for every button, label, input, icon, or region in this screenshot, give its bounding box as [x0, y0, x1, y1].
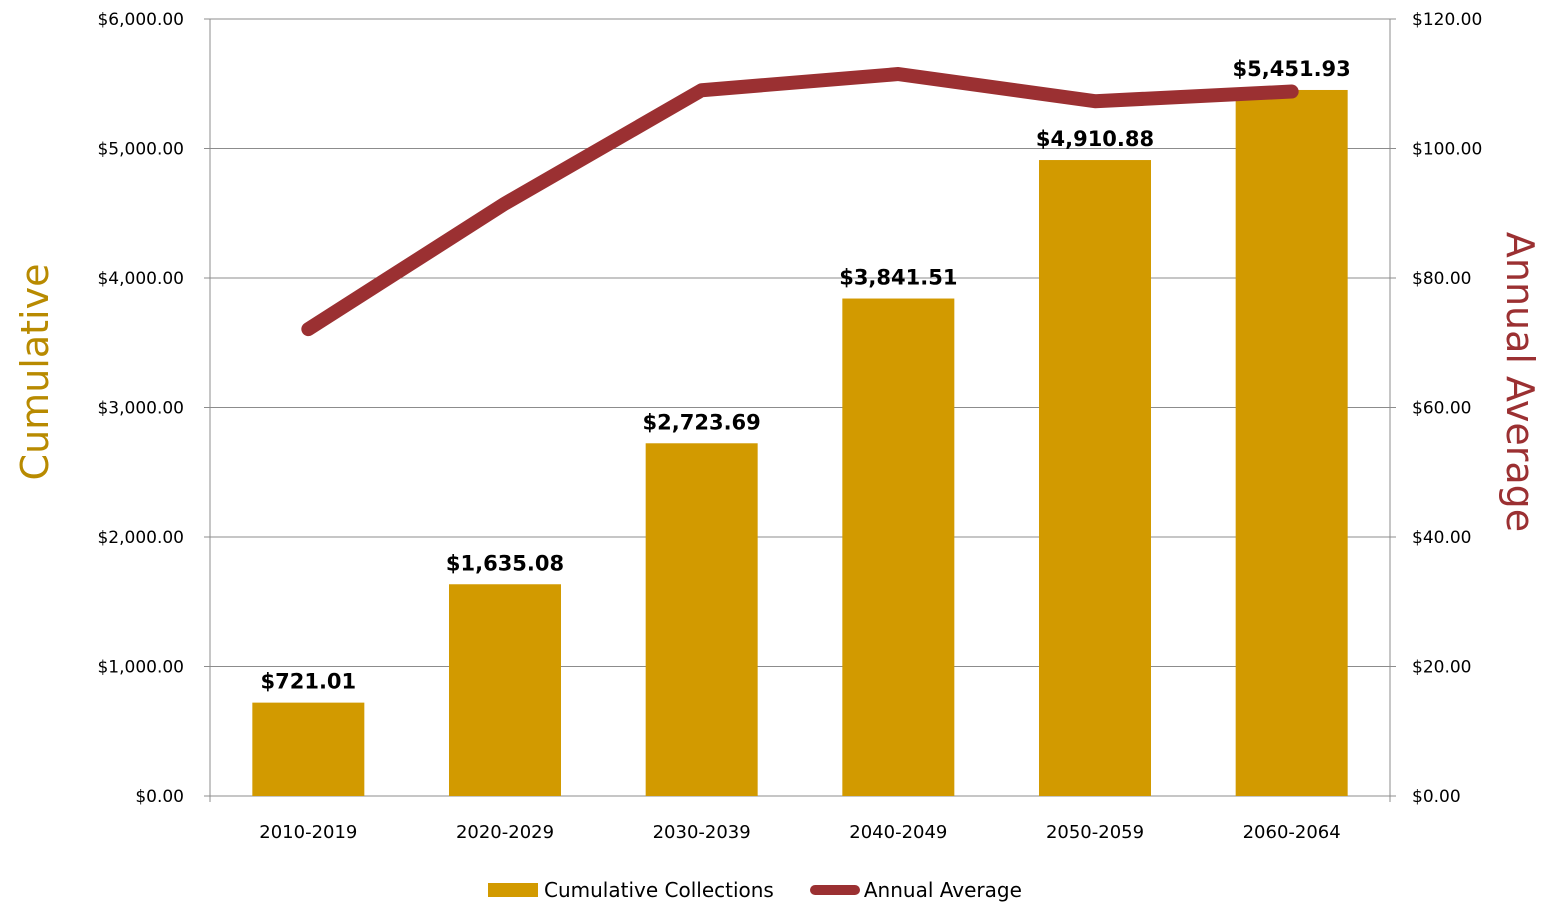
- right-tick-label: $80.00: [1412, 269, 1471, 289]
- bar-value-label: $5,451.93: [1233, 57, 1351, 81]
- left-tick-label: $1,000.00: [97, 658, 184, 678]
- legend-item-cumulative: Cumulative Collections: [488, 878, 774, 902]
- x-tick-label: 2020-2029: [456, 822, 554, 843]
- bar: [645, 443, 758, 796]
- bar: [449, 584, 561, 796]
- bar-value-label: $721.01: [261, 670, 357, 694]
- line-point: [700, 89, 703, 92]
- x-tick-label: 2030-2039: [653, 822, 751, 843]
- left-tick-label: $0.00: [135, 787, 184, 807]
- legend-swatch-line: [809, 885, 860, 895]
- bar-value-label: $1,635.08: [446, 551, 564, 575]
- left-tick-label: $2,000.00: [97, 528, 184, 548]
- left-tick-label: $4,000.00: [97, 269, 184, 289]
- left-tick-label: $5,000.00: [97, 140, 184, 160]
- right-tick-label: $100.00: [1412, 140, 1482, 160]
- right-axis-ticks: $0.00 $20.00 $40.00 $60.00 $80.00 $100.00 $120…: [1412, 10, 1482, 807]
- annual-average-line: [301, 67, 1299, 337]
- x-tick-label: 2060-2064: [1243, 822, 1341, 843]
- line-point: [504, 202, 506, 205]
- right-tick-label: $20.00: [1412, 658, 1471, 678]
- line-point: [1290, 90, 1293, 93]
- right-tick-label: $40.00: [1412, 528, 1471, 548]
- legend-label-cumulative: Cumulative Collections: [544, 878, 774, 902]
- line-point: [897, 73, 900, 76]
- bar: [1235, 89, 1348, 796]
- bar: [1039, 160, 1151, 797]
- right-axis-title: Annual Average: [1498, 232, 1542, 532]
- right-tick-label: $120.00: [1412, 10, 1482, 30]
- bar: [842, 298, 955, 796]
- legend-item-annual-average: Annual Average: [809, 878, 1022, 902]
- left-tick-label: $3,000.00: [97, 399, 184, 419]
- x-tick-label: 2040-2049: [849, 822, 947, 843]
- x-tick-label: 2010-2019: [259, 822, 357, 843]
- line-series: [301, 67, 1299, 337]
- right-tick-label: $60.00: [1412, 399, 1471, 419]
- bar: [252, 702, 365, 796]
- legend: Cumulative Collections Annual Average: [488, 878, 1058, 902]
- left-axis-ticks: $0.00 $1,000.00 $2,000.00 $3,000.00 $4,000.0…: [97, 10, 184, 807]
- line-point: [307, 328, 310, 331]
- bar-value-label: $4,910.88: [1036, 127, 1154, 151]
- line-point: [1094, 100, 1096, 103]
- gridlines: [204, 18, 1396, 802]
- bar-value-label: $2,723.69: [643, 410, 761, 434]
- bar-series: [252, 89, 1348, 797]
- x-axis-ticks: 2010-2019 2020-2029 2030-2039 2040-2049 2050…: [259, 822, 1340, 843]
- legend-swatch-bar: [488, 883, 538, 897]
- left-tick-label: $6,000.00: [97, 10, 184, 30]
- legend-label-annual-average: Annual Average: [863, 878, 1022, 902]
- bar-value-label: $3,841.51: [839, 266, 957, 290]
- x-tick-label: 2050-2059: [1046, 822, 1144, 843]
- data-labels: $721.01 $1,635.08 $2,723.69 $3,841.51 $4,910…: [261, 57, 1351, 694]
- left-axis-title: Cumulative: [13, 264, 57, 481]
- right-tick-label: $0.00: [1412, 787, 1461, 807]
